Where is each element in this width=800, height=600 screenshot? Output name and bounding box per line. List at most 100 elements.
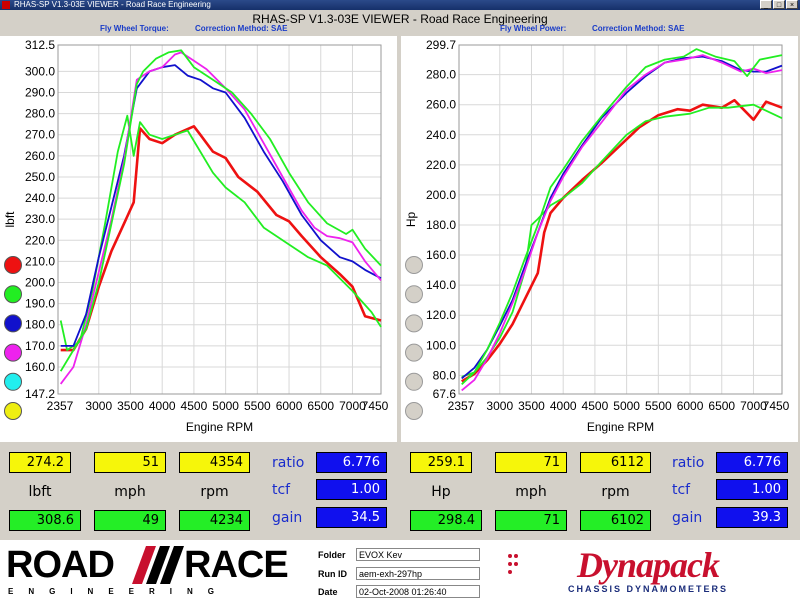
ratio-value: 6.776 <box>716 452 788 473</box>
torque-chart-panel: 312.5 300.0 290.0 280.0 270.0 260.0 250.0 240.0… <box>0 36 397 442</box>
power-unit-label: Hp <box>431 484 451 500</box>
speed-value-2: 49 <box>94 510 166 531</box>
speed-value-1: 51 <box>94 452 166 473</box>
speed-unit-label: mph <box>515 484 547 500</box>
series-toggle-2[interactable] <box>405 285 423 304</box>
y-tick-label: 299.7 <box>426 38 456 52</box>
logo-word-road: ROAD <box>6 544 115 586</box>
y-tick-label: 290.0 <box>25 86 55 100</box>
y-tick-label: 312.5 <box>25 38 55 52</box>
y-tick-label: 120.0 <box>426 308 456 322</box>
x-tick-label: 7450 <box>763 399 790 413</box>
series-line-2 <box>461 103 783 378</box>
gain-value: 39.3 <box>716 507 788 528</box>
power-value-1: 259.1 <box>410 452 472 473</box>
series-line-1 <box>60 125 382 352</box>
tcf-label: tcf <box>272 482 291 498</box>
torque-correction-method: Correction Method: SAE <box>195 24 288 33</box>
y-tick-label: 200.0 <box>25 276 55 290</box>
date-field[interactable]: 02-Oct-2008 01:26:40 <box>356 585 480 598</box>
app-icon <box>2 1 10 9</box>
x-axis-label: Engine RPM <box>587 420 654 434</box>
logo-slashes <box>132 546 184 584</box>
series-toggle-3[interactable] <box>405 314 423 333</box>
y-axis-label: lbft <box>3 211 17 228</box>
rpm-unit-label: rpm <box>200 484 229 500</box>
y-tick-label: 270.0 <box>25 128 55 142</box>
date-label: Date <box>318 587 338 597</box>
series-toggle-1[interactable] <box>405 256 423 274</box>
y-tick-label: 100.0 <box>426 338 456 352</box>
gain-label: gain <box>672 510 703 526</box>
tcf-label: tcf <box>672 482 691 498</box>
series-toggle-6[interactable] <box>405 402 423 420</box>
series-toggle-5[interactable] <box>405 372 423 391</box>
series-line-1 <box>461 98 783 383</box>
rpm-unit-label: rpm <box>601 484 630 500</box>
y-axis-label: Hp <box>404 212 418 228</box>
window-title: RHAS-SP V1.3-03E VIEWER - Road Race Engi… <box>14 0 211 9</box>
x-tick-label: 3000 <box>85 399 112 413</box>
x-tick-label: 3500 <box>518 399 545 413</box>
x-axis-label: Engine RPM <box>186 420 253 434</box>
x-tick-label: 4000 <box>149 399 176 413</box>
series-toggle-6[interactable] <box>4 402 22 420</box>
y-tick-label: 240.0 <box>426 128 456 142</box>
power-chart[interactable]: 299.7 280.0 260.0 240.0 220.0 200.0 180.0 160.0… <box>401 36 798 442</box>
y-tick-label: 160.0 <box>25 360 55 374</box>
y-tick-label: 300.0 <box>25 64 55 78</box>
torque-chart[interactable]: 312.5 300.0 290.0 280.0 270.0 260.0 250.0 240.0… <box>0 36 397 442</box>
gain-value: 34.5 <box>316 507 387 528</box>
power-correction-method: Correction Method: SAE <box>592 24 685 33</box>
x-tick-label: 7450 <box>362 399 389 413</box>
series-toggle-5[interactable] <box>4 372 22 391</box>
x-tick-label: 4500 <box>582 399 609 413</box>
x-tick-label: 6000 <box>677 399 704 413</box>
minimize-button[interactable]: _ <box>760 0 772 9</box>
x-tick-label: 5500 <box>244 399 271 413</box>
y-tick-label: 180.0 <box>25 318 55 332</box>
series-toggle-4[interactable] <box>405 343 423 362</box>
power-value-2: 298.4 <box>410 510 482 531</box>
ratio-label: ratio <box>672 455 705 471</box>
x-tick-label: 2357 <box>448 399 475 413</box>
y-tick-label: 210.0 <box>25 254 55 268</box>
logo-word-dynapack: Dynapack <box>577 545 720 585</box>
folder-field[interactable]: EVOX Kev <box>356 548 480 561</box>
series-toggle-2[interactable] <box>4 285 22 304</box>
speed-value-2: 71 <box>495 510 567 531</box>
torque-subtitle: Fly Wheel Torque: <box>100 24 169 33</box>
y-tick-label: 280.0 <box>426 68 456 82</box>
y-tick-label: 220.0 <box>426 158 456 172</box>
y-tick-label: 230.0 <box>25 212 55 226</box>
torque-value-2: 308.6 <box>9 510 81 531</box>
speed-value-1: 71 <box>495 452 567 473</box>
series-line-3 <box>60 64 382 347</box>
torque-unit-label: lbft <box>28 484 52 500</box>
series-toggle-1[interactable] <box>4 256 22 274</box>
series-toggle-4[interactable] <box>4 343 22 362</box>
tcf-value: 1.00 <box>316 479 387 500</box>
x-tick-label: 6500 <box>307 399 334 413</box>
rpm-value-1: 4354 <box>179 452 250 473</box>
y-tick-label: 260.0 <box>25 149 55 163</box>
ratio-label: ratio <box>272 455 305 471</box>
series-line-3 <box>461 55 783 380</box>
power-chart-panel: 299.7 280.0 260.0 240.0 220.0 200.0 180.0 160.0… <box>401 36 798 442</box>
x-tick-label: 6500 <box>708 399 735 413</box>
window-titlebar: RHAS-SP V1.3-03E VIEWER - Road Race Engi… <box>0 0 800 10</box>
torque-value-1: 274.2 <box>9 452 71 473</box>
maximize-button[interactable]: □ <box>773 0 785 9</box>
tcf-value: 1.00 <box>716 479 788 500</box>
series-line-2 <box>59 114 382 352</box>
series-line-5 <box>461 48 783 386</box>
x-tick-label: 4000 <box>550 399 577 413</box>
close-button[interactable]: × <box>786 0 798 9</box>
x-tick-label: 7000 <box>740 399 767 413</box>
y-tick-label: 67.6 <box>433 387 457 401</box>
footer: ROAD RACE ENGINEERING Folder EVOX Kev Ru… <box>0 540 800 600</box>
series-toggle-3[interactable] <box>4 314 22 333</box>
run-id-field[interactable]: aem-exh-297hp <box>356 567 480 580</box>
y-tick-label: 220.0 <box>25 233 55 247</box>
rpm-value-1: 6112 <box>580 452 651 473</box>
